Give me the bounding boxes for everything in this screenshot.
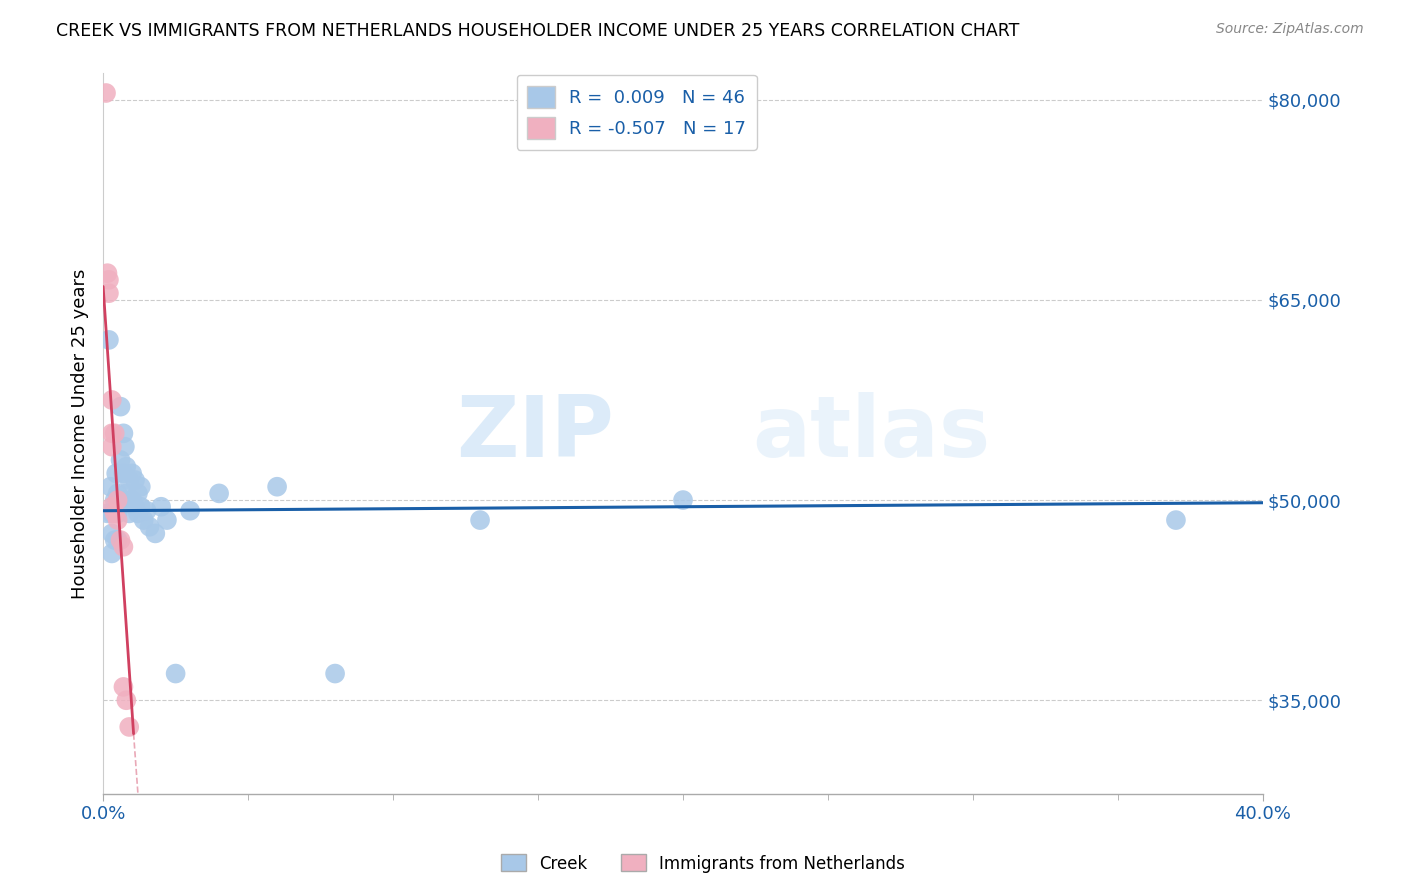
- Point: [135, 504, 157, 518]
- Point: [107, 533, 129, 547]
- Point: [105, 467, 128, 481]
- Point: [1164, 513, 1187, 527]
- Point: [150, 500, 173, 514]
- Text: ZIP: ZIP: [456, 392, 613, 475]
- Point: [107, 507, 129, 521]
- Point: [114, 440, 136, 454]
- Point: [112, 680, 135, 694]
- Point: [118, 720, 141, 734]
- Point: [104, 426, 127, 441]
- Point: [156, 513, 179, 527]
- Point: [121, 467, 143, 481]
- Point: [97, 286, 120, 301]
- Point: [110, 533, 132, 547]
- Point: [94, 86, 117, 100]
- Point: [104, 493, 127, 508]
- Point: [104, 504, 127, 518]
- Point: [101, 507, 124, 521]
- Point: [96, 266, 118, 280]
- Point: [115, 486, 138, 500]
- Point: [127, 507, 149, 521]
- Point: [100, 480, 122, 494]
- Point: [129, 480, 152, 494]
- Point: [97, 333, 120, 347]
- Point: [96, 507, 118, 521]
- Point: [672, 493, 695, 508]
- Point: [132, 513, 155, 527]
- Point: [107, 513, 129, 527]
- Point: [129, 500, 152, 514]
- Point: [118, 493, 141, 508]
- Point: [104, 507, 127, 521]
- Point: [127, 486, 149, 500]
- Point: [115, 693, 138, 707]
- Legend: R =  0.009   N = 46, R = -0.507   N = 17: R = 0.009 N = 46, R = -0.507 N = 17: [516, 75, 756, 150]
- Point: [101, 426, 124, 441]
- Point: [112, 467, 135, 481]
- Point: [101, 392, 124, 407]
- Point: [115, 459, 138, 474]
- Point: [101, 546, 124, 560]
- Point: [107, 486, 129, 500]
- Point: [266, 480, 288, 494]
- Point: [110, 453, 132, 467]
- Text: Source: ZipAtlas.com: Source: ZipAtlas.com: [1216, 22, 1364, 37]
- Point: [112, 493, 135, 508]
- Point: [97, 273, 120, 287]
- Point: [118, 473, 141, 487]
- Point: [104, 533, 127, 547]
- Point: [107, 493, 129, 508]
- Point: [118, 507, 141, 521]
- Point: [208, 486, 231, 500]
- Point: [138, 520, 160, 534]
- Text: CREEK VS IMMIGRANTS FROM NETHERLANDS HOUSEHOLDER INCOME UNDER 25 YEARS CORRELATI: CREEK VS IMMIGRANTS FROM NETHERLANDS HOU…: [56, 22, 1019, 40]
- Point: [101, 500, 124, 514]
- Point: [323, 666, 346, 681]
- Point: [110, 400, 132, 414]
- Point: [143, 526, 166, 541]
- Legend: Creek, Immigrants from Netherlands: Creek, Immigrants from Netherlands: [495, 847, 911, 880]
- Point: [121, 493, 143, 508]
- Y-axis label: Householder Income Under 25 years: Householder Income Under 25 years: [72, 268, 89, 599]
- Point: [112, 540, 135, 554]
- Point: [165, 666, 187, 681]
- Text: atlas: atlas: [752, 392, 991, 475]
- Point: [101, 526, 124, 541]
- Point: [112, 426, 135, 441]
- Point: [124, 500, 146, 514]
- Point: [101, 440, 124, 454]
- Point: [124, 473, 146, 487]
- Point: [468, 513, 491, 527]
- Point: [179, 504, 201, 518]
